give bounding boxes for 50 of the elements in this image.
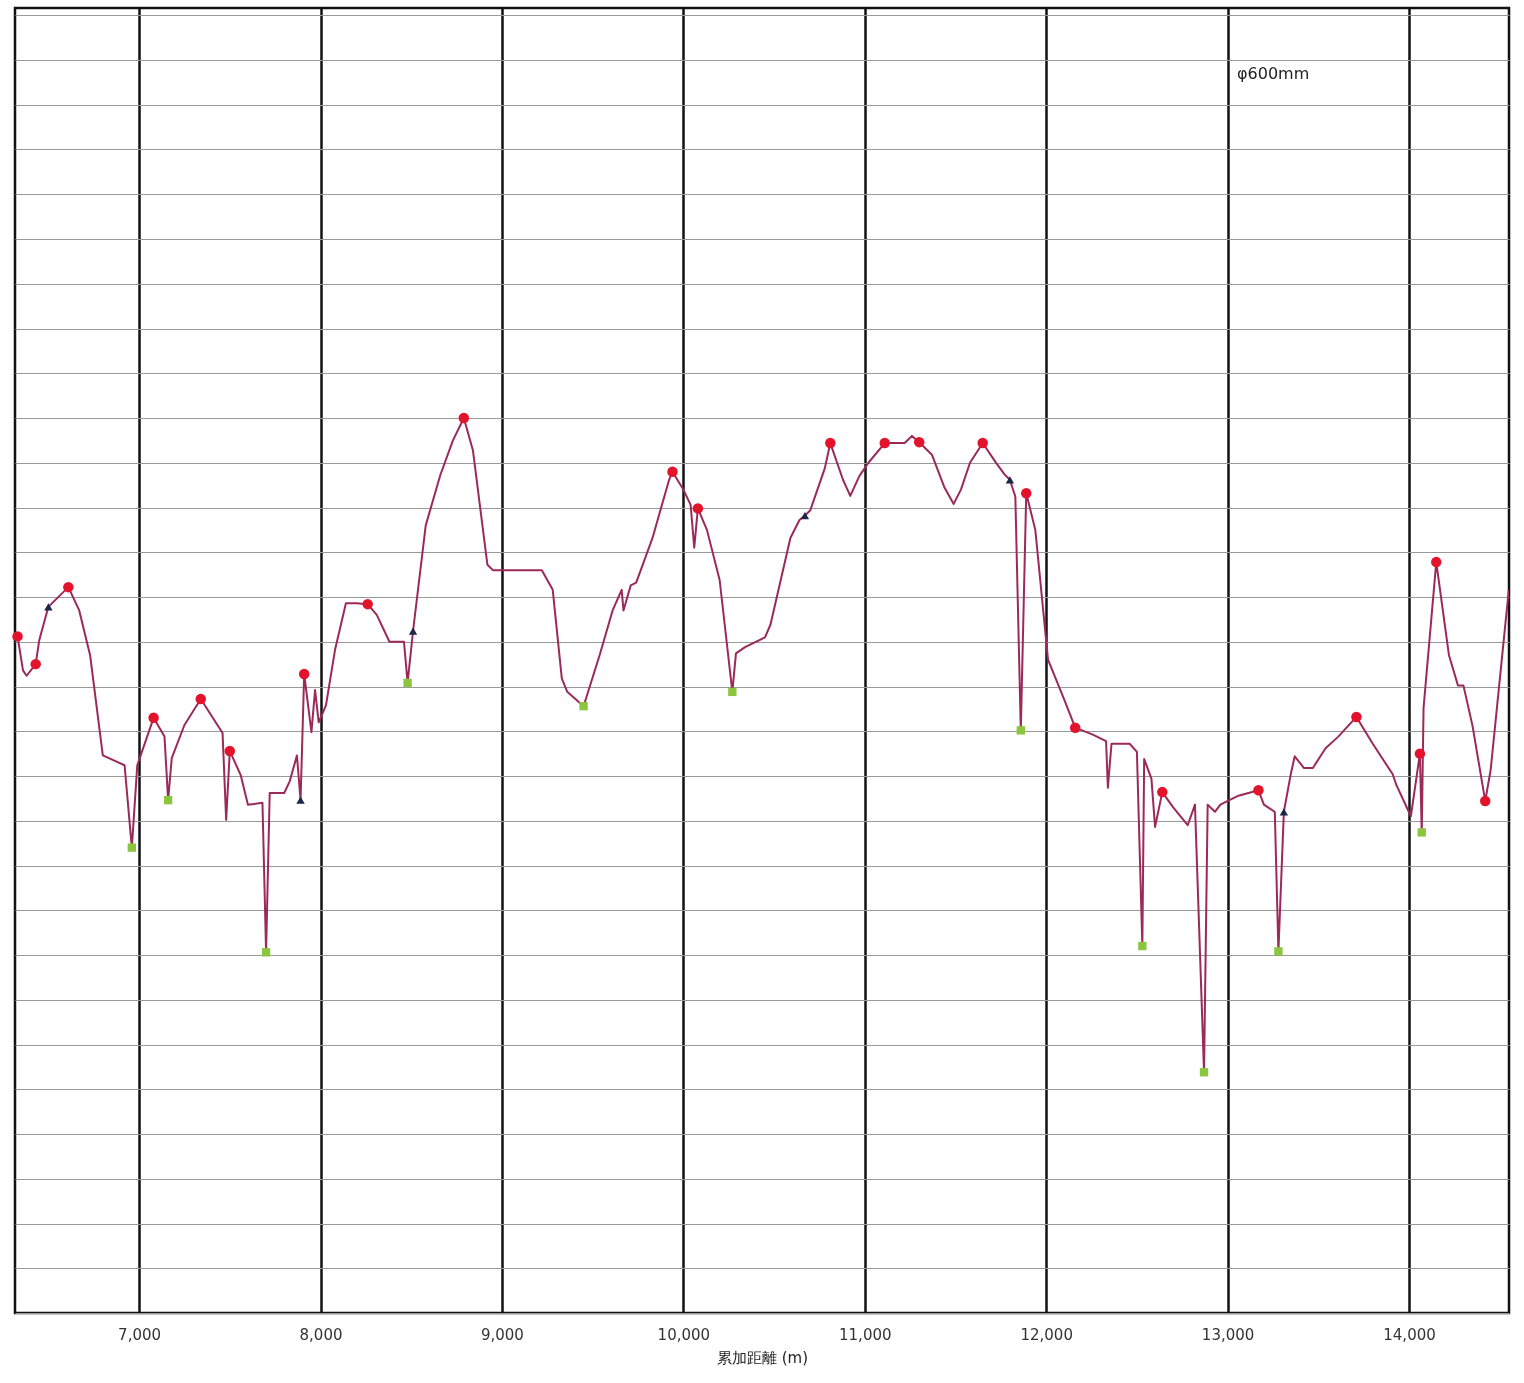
point: [1199, 1068, 1209, 1077]
point: [298, 668, 310, 680]
point: [408, 627, 418, 635]
point: [977, 437, 988, 449]
point: [127, 843, 137, 852]
point: [44, 603, 53, 611]
x-tick-label: 8,000: [299, 1325, 343, 1344]
x-axis-title: 累加距離 (m): [716, 1348, 809, 1367]
point: [458, 412, 470, 424]
x-tick-label: 14,000: [1383, 1325, 1436, 1344]
point: [362, 598, 373, 610]
x-tick-label: 9,000: [480, 1325, 524, 1344]
point: [1138, 941, 1147, 951]
point: [163, 795, 173, 805]
point: [1069, 722, 1081, 733]
point: [728, 687, 737, 697]
point: [30, 658, 41, 670]
x-tick-label: 12,000: [1020, 1325, 1073, 1344]
point: [296, 796, 305, 804]
point: [1414, 748, 1426, 759]
point: [403, 678, 412, 688]
x-tick-label: 11,000: [839, 1325, 892, 1344]
point: [1417, 828, 1426, 837]
point: [1253, 785, 1264, 796]
point: [825, 437, 836, 449]
point: [800, 511, 810, 520]
point: [913, 436, 925, 448]
point: [12, 631, 23, 642]
text: φ600mm: [1237, 64, 1310, 83]
point: [692, 503, 704, 514]
point: [1279, 808, 1289, 816]
point: [1351, 711, 1362, 723]
x-tick-label: 10,000: [657, 1325, 711, 1344]
x-tick-label: 7,000: [118, 1325, 162, 1344]
point: [667, 466, 678, 477]
point: [63, 581, 74, 593]
point: [1005, 476, 1015, 484]
point: [579, 702, 588, 711]
point: [224, 745, 236, 757]
point: [1021, 487, 1032, 499]
point: [1431, 556, 1442, 568]
point: [148, 712, 159, 724]
point: [261, 948, 271, 957]
x-tick-label: 13,000: [1201, 1325, 1255, 1344]
point: [1016, 726, 1025, 735]
point: [195, 693, 207, 705]
point: [1274, 947, 1283, 956]
point: [879, 437, 890, 449]
point: [1479, 795, 1491, 807]
point: [1157, 786, 1168, 798]
